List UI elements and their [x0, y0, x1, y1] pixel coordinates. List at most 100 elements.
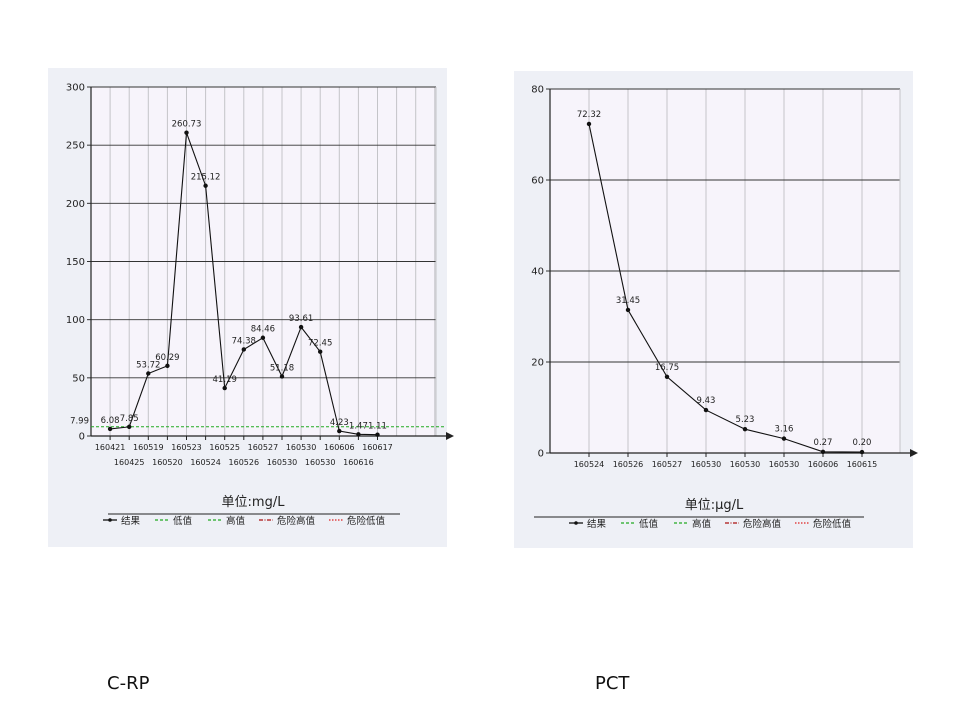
data-point: [203, 183, 208, 188]
x-tick-label: 160523: [171, 443, 202, 452]
data-point: [664, 374, 670, 379]
data-label: 0.20: [853, 438, 872, 448]
pct-chart-panel: 0 20 40 60 80 160524 160526 160527 160530 160530 1…: [514, 71, 918, 548]
data-label: 74.38: [232, 336, 256, 346]
data-point: [260, 335, 266, 340]
y-tick-label: 150: [66, 257, 85, 268]
legend-label: 低值: [173, 515, 193, 527]
pct-chart: 0 20 40 60 80 160524 160526 160527 160530 160530 1…: [531, 85, 918, 530]
data-label: 84.46: [251, 325, 275, 335]
x-tick-label: 160530: [769, 460, 800, 469]
data-label: 260.73: [172, 120, 202, 130]
data-point: [781, 436, 787, 441]
data-point: [625, 307, 631, 313]
data-point: [337, 428, 342, 434]
data-label: 53.72: [136, 361, 160, 371]
data-point: [318, 349, 323, 354]
x-tick-label: 160606: [324, 443, 355, 452]
x-axis-arrow: [446, 432, 454, 440]
unit-label: 单位:μg/L: [685, 498, 744, 513]
legend-label: 危险低值: [813, 518, 852, 530]
legend-label: 危险低值: [347, 515, 386, 527]
legend-label: 高值: [692, 518, 712, 530]
data-label: 72.45: [308, 339, 332, 349]
x-tick-label: 160606: [808, 460, 839, 469]
data-point: [375, 432, 380, 437]
data-point: [184, 130, 189, 135]
data-point: [356, 432, 361, 437]
data-label: 31.45: [616, 296, 640, 306]
data-label: 9.43: [697, 396, 716, 406]
data-label: 1.11: [368, 422, 387, 432]
crp-chart: 0 50 100 150 200 250 300 160421 160425 160519 1605…: [66, 83, 454, 527]
data-point: [127, 424, 132, 430]
data-point: [298, 324, 304, 330]
crp-caption: C-RP: [107, 673, 150, 694]
x-tick-label: 160524: [190, 458, 221, 467]
data-label: 215.12: [191, 173, 221, 183]
y-tick-label: 250: [66, 141, 85, 152]
x-tick-label: 160525: [209, 443, 240, 452]
data-point: [859, 449, 865, 455]
data-label: 0.27: [814, 438, 833, 448]
legend-label: 危险高值: [743, 518, 782, 530]
x-tick-label: 160530: [267, 458, 298, 467]
data-point: [165, 363, 170, 369]
x-tick-label: 160526: [613, 460, 644, 469]
x-tick-label: 160520: [152, 458, 183, 467]
crp-chart-panel: 0 50 100 150 200 250 300 160421 160425 160519 1605…: [48, 68, 454, 547]
y-tick-label: 80: [531, 85, 544, 96]
reference-line-label: 7.99: [70, 417, 89, 427]
y-tick-label: 0: [79, 432, 85, 443]
x-tick-label: 160615: [847, 460, 878, 469]
x-tick-label: 160527: [652, 460, 683, 469]
x-tick-label: 160617: [362, 443, 393, 452]
data-label: 60.29: [155, 353, 179, 363]
y-tick-label: 0: [538, 449, 544, 460]
x-tick-label: 160527: [248, 443, 279, 452]
data-label: 16.75: [655, 363, 679, 373]
x-tick-label: 160524: [574, 460, 605, 469]
x-axis-arrow: [910, 449, 918, 457]
legend-marker: [108, 518, 112, 522]
legend-label: 低值: [639, 518, 659, 530]
y-tick-label: 40: [531, 267, 544, 278]
unit-label: 单位:mg/L: [222, 495, 286, 510]
data-label: 4.23: [330, 418, 349, 428]
data-point: [586, 121, 592, 127]
data-point: [742, 427, 748, 432]
x-tick-label: 160526: [229, 458, 260, 467]
data-label: 51.18: [270, 363, 294, 373]
data-label: 5.23: [736, 415, 755, 425]
legend-label: 结果: [121, 515, 141, 527]
pct-caption: PCT: [595, 673, 630, 694]
x-tick-label: 160421: [95, 443, 126, 452]
y-tick-label: 200: [66, 199, 85, 210]
data-label: 93.61: [289, 314, 313, 324]
y-tick-label: 100: [66, 315, 85, 326]
x-tick-label: 160519: [133, 443, 164, 452]
data-label: 3.16: [775, 425, 794, 435]
x-tick-label: 160530: [286, 443, 317, 452]
data-point: [146, 371, 151, 376]
data-point: [107, 426, 113, 432]
data-label: 7.85: [120, 414, 139, 424]
x-tick-label: 160530: [730, 460, 761, 469]
data-point: [703, 407, 709, 413]
y-tick-label: 60: [531, 176, 544, 187]
legend-label: 危险高值: [277, 515, 316, 527]
x-tick-label: 160616: [343, 458, 374, 467]
legend-marker: [574, 521, 578, 525]
data-label: 72.32: [577, 110, 601, 120]
legend-label: 结果: [587, 518, 607, 530]
legend-label: 高值: [226, 515, 246, 527]
data-label: 6.08: [101, 416, 120, 426]
x-tick-label: 160530: [691, 460, 722, 469]
data-point: [241, 347, 246, 352]
x-tick-label: 160425: [114, 458, 145, 467]
y-tick-label: 50: [72, 373, 85, 384]
y-tick-label: 20: [531, 358, 544, 369]
y-tick-label: 300: [66, 83, 85, 94]
data-label: 1.47: [349, 421, 368, 431]
data-label: 41.19: [213, 375, 237, 385]
